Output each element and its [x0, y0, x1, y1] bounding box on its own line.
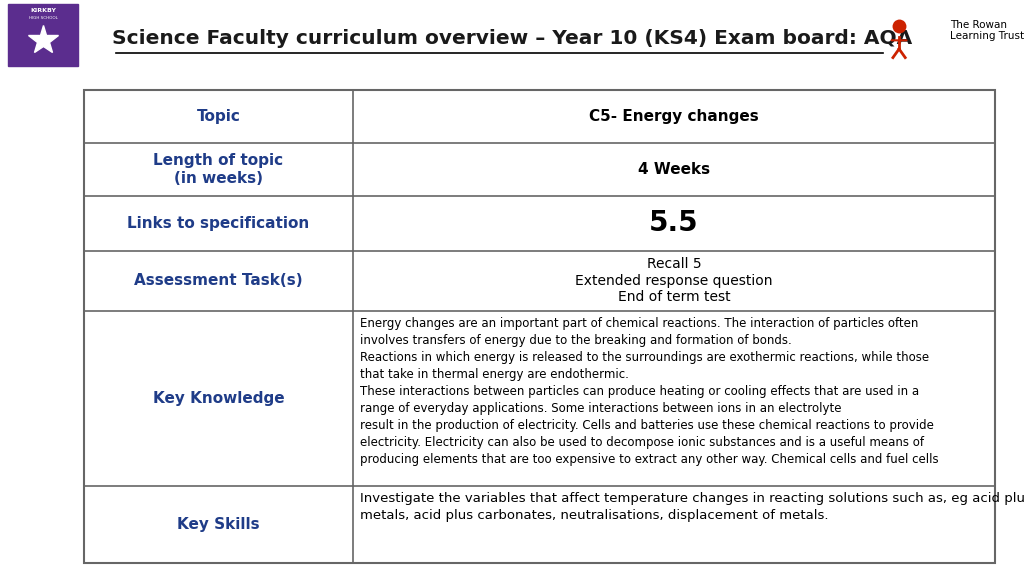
Text: Links to specification: Links to specification	[127, 216, 309, 231]
Text: C5- Energy changes: C5- Energy changes	[589, 109, 759, 124]
Text: Length of topic
(in weeks): Length of topic (in weeks)	[154, 153, 284, 186]
Text: Topic: Topic	[197, 109, 241, 124]
Text: 4 Weeks: 4 Weeks	[638, 162, 710, 177]
Text: Recall 5
Extended response question
End of term test: Recall 5 Extended response question End …	[575, 257, 773, 304]
Text: KIRKBY: KIRKBY	[30, 9, 56, 13]
Text: Key Skills: Key Skills	[177, 517, 260, 532]
Text: Investigate the variables that affect temperature changes in reacting solutions : Investigate the variables that affect te…	[360, 491, 1024, 522]
Text: Energy changes are an important part of chemical reactions. The interaction of p: Energy changes are an important part of …	[360, 317, 939, 465]
Text: Science Faculty curriculum overview – Year 10 (KS4) Exam board: AQA: Science Faculty curriculum overview – Ye…	[112, 29, 912, 48]
Text: Key Knowledge: Key Knowledge	[153, 391, 285, 406]
FancyBboxPatch shape	[8, 4, 78, 66]
Text: HIGH SCHOOL: HIGH SCHOOL	[29, 16, 57, 20]
Text: 5.5: 5.5	[649, 209, 699, 237]
Text: The Rowan
Learning Trust: The Rowan Learning Trust	[950, 20, 1024, 41]
Text: Assessment Task(s): Assessment Task(s)	[134, 273, 303, 288]
